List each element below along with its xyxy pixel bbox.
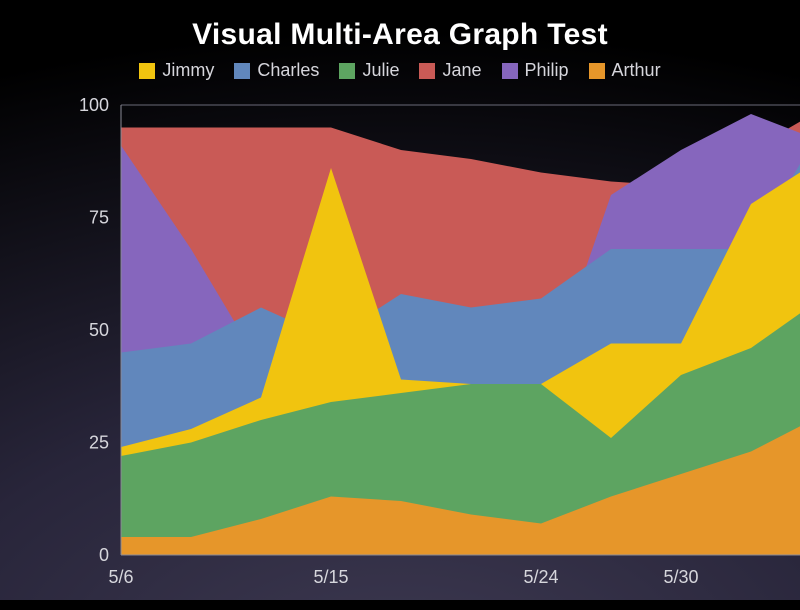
svg-text:100: 100	[79, 95, 109, 115]
legend-item[interactable]: Arthur	[589, 60, 661, 81]
svg-text:0: 0	[99, 545, 109, 565]
svg-text:5/15: 5/15	[313, 567, 348, 587]
svg-text:5/24: 5/24	[523, 567, 558, 587]
legend-swatch	[234, 63, 250, 79]
legend-label: Charles	[257, 60, 319, 81]
svg-text:5/6: 5/6	[108, 567, 133, 587]
legend-item[interactable]: Julie	[339, 60, 399, 81]
chart-title: Visual Multi-Area Graph Test	[0, 18, 800, 52]
chart-plot: 0255075100 5/65/155/245/30	[66, 95, 766, 545]
legend-item[interactable]: Charles	[234, 60, 319, 81]
legend-label: Julie	[362, 60, 399, 81]
legend-label: Jane	[442, 60, 481, 81]
legend-label: Jimmy	[162, 60, 214, 81]
svg-text:50: 50	[89, 320, 109, 340]
legend-swatch	[139, 63, 155, 79]
legend-label: Arthur	[612, 60, 661, 81]
legend-swatch	[502, 63, 518, 79]
legend-item[interactable]: Jane	[419, 60, 481, 81]
chart-svg: 0 25 50 75 100 5/6 5/15 5/24 5/30	[66, 95, 800, 605]
svg-text:25: 25	[89, 433, 109, 453]
legend-item[interactable]: Jimmy	[139, 60, 214, 81]
svg-text:75: 75	[89, 208, 109, 228]
chart-areas	[121, 110, 800, 556]
legend-label: Philip	[525, 60, 569, 81]
legend-item[interactable]: Philip	[502, 60, 569, 81]
chart-legend: Jimmy Charles Julie Jane Philip Arthur	[0, 60, 800, 84]
legend-swatch	[339, 63, 355, 79]
legend-swatch	[589, 63, 605, 79]
x-axis: 5/6 5/15 5/24 5/30	[108, 567, 698, 587]
legend-swatch	[419, 63, 435, 79]
svg-text:5/30: 5/30	[663, 567, 698, 587]
